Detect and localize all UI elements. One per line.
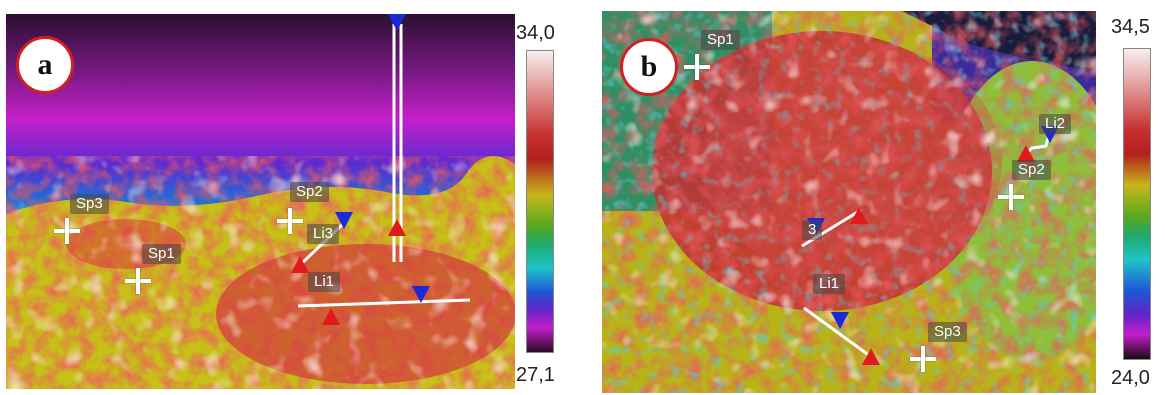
spot-label: Sp2 [1012,160,1051,180]
scale-min-label: 24,0 [1111,367,1150,389]
spot-label: Sp2 [290,182,329,202]
scale-max-label: 34,0 [516,22,555,44]
spot-crosshair-icon [54,218,80,244]
line-label: 3 [802,220,823,240]
panel-label-badge: b [620,38,678,96]
spot-crosshair-icon [684,54,710,80]
spot-label: Sp3 [928,322,967,342]
spot-crosshair-icon [910,346,936,372]
color-scale-bar [1123,48,1151,360]
spot-crosshair-icon [277,208,303,234]
spot-label: Sp1 [142,244,181,264]
spot-crosshair-icon [998,184,1024,210]
thermal-panel-b: b Sp1 Li2 Sp2 3 Li1 Sp3 34,5 24,0 [580,0,1165,395]
line-label: Li3 [307,224,340,244]
panel-label-badge: a [16,36,74,94]
spot-crosshair-icon [125,268,151,294]
spot-label: Sp3 [70,194,109,214]
line-label: Li2 [1039,114,1072,134]
scale-max-label: 34,5 [1111,16,1150,38]
line-label: Li1 [308,272,341,292]
thermal-panel-a: a Sp3 Sp2 Sp1 Li3 Li1 34,0 27,1 [0,0,580,395]
thermal-image-a [6,14,515,389]
line-label: Li1 [813,274,846,294]
color-scale-bar [526,50,554,353]
scale-min-label: 27,1 [516,364,555,386]
spot-label: Sp1 [701,30,740,50]
